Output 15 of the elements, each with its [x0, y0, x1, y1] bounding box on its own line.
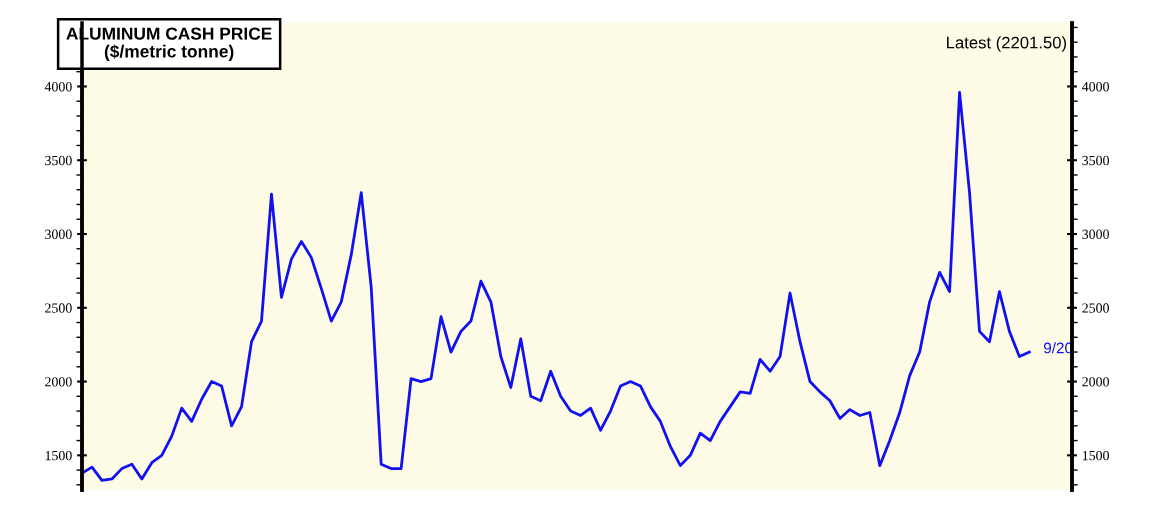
y-tick-label: 2000	[45, 377, 72, 387]
y2-tick-label: 1500	[1082, 450, 1109, 461]
y-tick-label: 4000	[44, 82, 72, 92]
y-tick-label: 3500	[45, 155, 72, 166]
annotation: Latest (2201.50)	[947, 36, 1067, 52]
text: ($/metric tonne)	[104, 44, 234, 61]
y-tick-label: 2500	[45, 303, 72, 313]
y-tick-label: 3000	[45, 229, 72, 239]
y2-tick-label: 3500	[1082, 155, 1109, 166]
y2-tick-label: 2500	[1082, 303, 1109, 313]
y2-tick-label: 3000	[1082, 229, 1109, 239]
y-tick-label: 1500	[45, 450, 72, 461]
y2-tick-label: 2000	[1082, 377, 1109, 387]
line-series	[82, 90, 1031, 482]
y2-tick-label: 4000	[1081, 82, 1109, 92]
